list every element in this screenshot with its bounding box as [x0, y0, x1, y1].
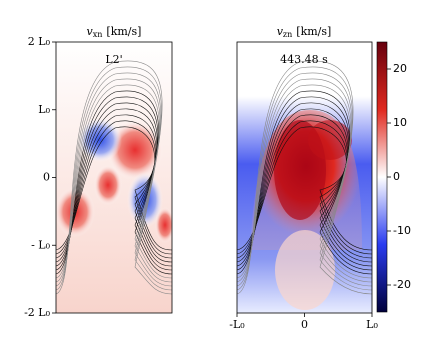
title-subscript: xn — [93, 30, 103, 39]
contour — [237, 84, 372, 279]
colorbar — [376, 41, 388, 313]
x-tick-label: L₀ — [366, 318, 378, 331]
contour — [56, 108, 172, 263]
contour — [237, 90, 372, 275]
contour — [56, 66, 172, 291]
title-subscript: zn — [283, 30, 292, 39]
contour — [237, 102, 372, 267]
contour — [56, 78, 172, 283]
contour — [56, 90, 172, 275]
panel-title: vzn [km/s] — [277, 25, 332, 39]
panel-annotation: L2' — [105, 53, 122, 66]
contour — [237, 66, 372, 291]
contour — [56, 84, 172, 279]
contour — [56, 96, 172, 271]
x-tick-label: 0 — [301, 318, 308, 331]
right-image — [237, 42, 372, 313]
y-tick-label: -2 L₀ — [24, 306, 51, 319]
contour — [56, 126, 172, 251]
y-tick-label: L₀ — [38, 103, 50, 116]
contour — [237, 114, 372, 259]
contour — [56, 72, 172, 287]
title-symbol: v — [277, 25, 284, 38]
contour — [56, 60, 172, 295]
contour — [237, 96, 372, 271]
colorbar-tick-label: -10 — [393, 224, 411, 237]
contour — [237, 108, 372, 263]
x-tick-label: -L₀ — [229, 318, 245, 331]
contour — [56, 102, 172, 267]
y-tick-label: - L₀ — [31, 238, 51, 251]
y-tick-label: 0 — [43, 171, 50, 184]
y-tick-label: 2 L₀ — [28, 35, 51, 48]
colorbar-tick-label: 0 — [393, 170, 400, 183]
contour — [237, 72, 372, 287]
title-symbol: v — [87, 25, 94, 38]
contour — [237, 60, 372, 295]
colorbar-tick-label: 20 — [393, 62, 407, 75]
contour — [237, 78, 372, 283]
colorbar-axis: -20 -10 0 10 20 — [387, 62, 411, 291]
title-unit: [km/s] — [106, 25, 141, 38]
contour — [237, 126, 372, 251]
title-unit: [km/s] — [296, 25, 331, 38]
colorbar-tick-label: -20 — [393, 278, 411, 291]
panel-title: vxn [km/s] — [87, 25, 142, 39]
colorbar-tick-label: 10 — [393, 116, 407, 129]
left-image — [56, 42, 172, 313]
contour — [56, 114, 172, 259]
panel-annotation: 443.48 s — [280, 53, 328, 66]
contour — [56, 120, 172, 255]
